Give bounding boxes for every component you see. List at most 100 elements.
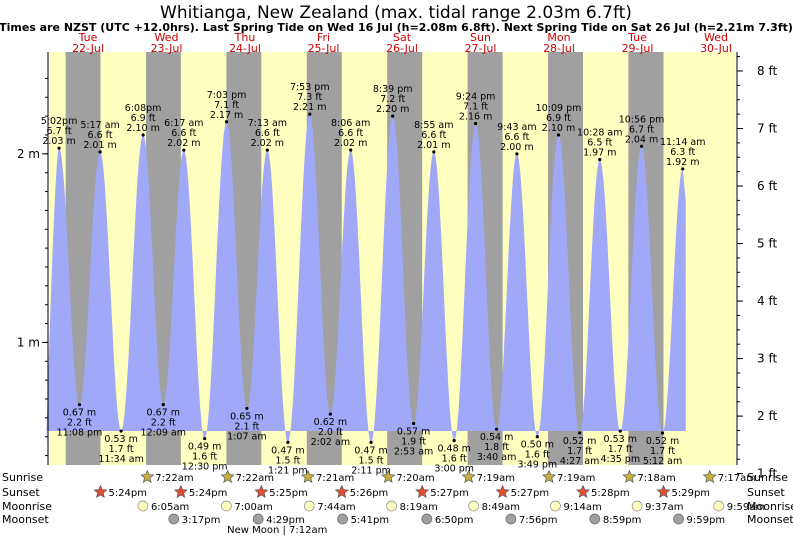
sunset-time: 5:29pm xyxy=(671,488,710,499)
day-name-label: Mon xyxy=(547,31,570,44)
extreme-dot xyxy=(286,440,290,444)
day-date-label: 30-Jul xyxy=(700,42,732,55)
extreme-meters: 0.62 m xyxy=(314,417,347,428)
extreme-time: 10:28 am xyxy=(577,127,622,138)
sunrise-icon xyxy=(702,469,717,484)
day-name-label: Fri xyxy=(317,31,330,44)
extreme-meters: 2.16 m xyxy=(459,112,492,123)
extreme-time: 11:34 am xyxy=(98,454,143,465)
extreme-dot xyxy=(182,148,186,152)
extreme-meters: 0.53 m xyxy=(104,434,137,445)
extreme-dot xyxy=(618,429,622,433)
moonrise-icon xyxy=(713,500,725,512)
row-label-left: Moonrise xyxy=(2,500,52,513)
day-name-label: Wed xyxy=(704,31,728,44)
extreme-feet: 1.6 ft xyxy=(192,452,217,463)
sunset-icon xyxy=(415,484,430,499)
extreme-feet: 1.9 ft xyxy=(401,437,426,448)
extreme-feet: 7.3 ft xyxy=(297,92,322,103)
extreme-feet: 1.7 ft xyxy=(650,446,675,457)
extreme-meters: 2.10 m xyxy=(126,123,159,134)
sunset-time: 5:27pm xyxy=(511,488,550,499)
row-label-left: Sunrise xyxy=(2,471,43,484)
extreme-dot xyxy=(474,122,478,126)
extreme-feet: 1.5 ft xyxy=(275,455,300,466)
day-name-label: Thu xyxy=(234,31,256,44)
extreme-meters: 2.01 m xyxy=(417,140,450,151)
extreme-time: 6:08pm xyxy=(125,103,162,114)
sunrise-time: 7:19am xyxy=(557,473,595,484)
extreme-feet: 2.2 ft xyxy=(151,418,176,429)
moonrise-icon xyxy=(468,500,480,512)
extreme-time: 3:40 am xyxy=(477,452,516,463)
sunrise-icon xyxy=(300,469,316,484)
sunset-time: 5:28pm xyxy=(591,488,630,499)
extreme-time: 5:12 am xyxy=(643,456,682,467)
extreme-dot xyxy=(328,412,332,416)
extreme-meters: 0.50 m xyxy=(521,440,554,451)
moonrise-time: 6:05am xyxy=(151,502,189,513)
moonset-icon xyxy=(252,513,264,525)
extreme-meters: 0.48 m xyxy=(437,443,470,454)
extreme-time: 12:09 am xyxy=(141,428,186,439)
axes: 2 m 1 m 1 ft 2 ft 3 ft 4 ft 5 ft 6 ft 7 ft 8 ft xyxy=(17,52,777,481)
extreme-time: 11:14 am xyxy=(660,137,705,148)
sunset-icon xyxy=(93,484,108,499)
extreme-meters: 0.54 m xyxy=(480,432,513,443)
sunset-icon xyxy=(254,484,269,499)
moonset-icon xyxy=(168,513,180,525)
extreme-time: 9:43 am xyxy=(497,122,536,133)
extreme-meters: 0.47 m xyxy=(354,445,387,456)
extreme-feet: 6.9 ft xyxy=(131,113,156,124)
moonrise-time: 9:14am xyxy=(563,502,601,513)
extreme-dot xyxy=(535,435,539,439)
extreme-dot xyxy=(515,152,519,156)
extreme-feet: 1.7 ft xyxy=(608,444,633,455)
right-tick-label: 7 ft xyxy=(757,122,777,136)
extreme-dot xyxy=(412,421,416,426)
extreme-dot xyxy=(77,403,82,407)
extreme-feet: 6.6 ft xyxy=(421,130,446,141)
left-tick-label: 1 m xyxy=(17,335,40,349)
extreme-feet: 7.1 ft xyxy=(463,102,488,113)
day-date-label: 27-Jul xyxy=(465,42,497,55)
extreme-feet: 6.7 ft xyxy=(47,126,72,137)
extreme-time: 2:02 am xyxy=(311,437,350,448)
row-label-left: Moonset xyxy=(2,513,49,526)
extreme-time: 11:08 pm xyxy=(57,428,103,439)
row-label-right: Moonset xyxy=(747,513,793,526)
extreme-feet: 1.5 ft xyxy=(359,455,384,466)
moonset-icon xyxy=(505,513,517,525)
sunrise-time: 7:21am xyxy=(316,473,354,484)
moonrise-time: 7:44am xyxy=(317,502,355,513)
extreme-dot xyxy=(495,427,499,431)
extreme-feet: 6.9 ft xyxy=(546,113,571,124)
extreme-dot xyxy=(681,167,685,171)
sunrise-icon xyxy=(220,469,235,484)
sunset-time: 5:24pm xyxy=(189,488,228,499)
extreme-meters: 2.17 m xyxy=(210,110,243,121)
day-date-label: 25-Jul xyxy=(308,42,340,55)
extreme-feet: 2.0 ft xyxy=(318,427,343,438)
extreme-meters: 0.65 m xyxy=(230,411,263,422)
moonrise-icon xyxy=(221,500,232,512)
right-tick-label: 5 ft xyxy=(757,237,777,251)
day-date-label: 26-Jul xyxy=(386,42,418,55)
day-labels: Tue22-JulWed23-JulThu24-JulFri25-JulSat2… xyxy=(72,31,732,55)
extreme-time: 2:53 am xyxy=(394,447,433,458)
right-tick-label: 3 ft xyxy=(757,352,777,366)
day-date-label: 28-Jul xyxy=(543,42,575,55)
sunset-icon xyxy=(173,484,188,499)
sunset-icon xyxy=(576,484,591,499)
extreme-time: 8:39 pm xyxy=(373,84,413,95)
row-label-right: Sunrise xyxy=(747,471,788,484)
extreme-feet: 6.5 ft xyxy=(587,137,612,148)
sunrise-icon xyxy=(461,469,476,484)
sunrise-time: 7:20am xyxy=(396,473,434,484)
extreme-dot xyxy=(432,150,436,154)
extreme-time: 8:55 am xyxy=(414,120,453,131)
row-label-left: Sunset xyxy=(2,486,40,499)
extreme-meters: 2.02 m xyxy=(334,138,367,149)
